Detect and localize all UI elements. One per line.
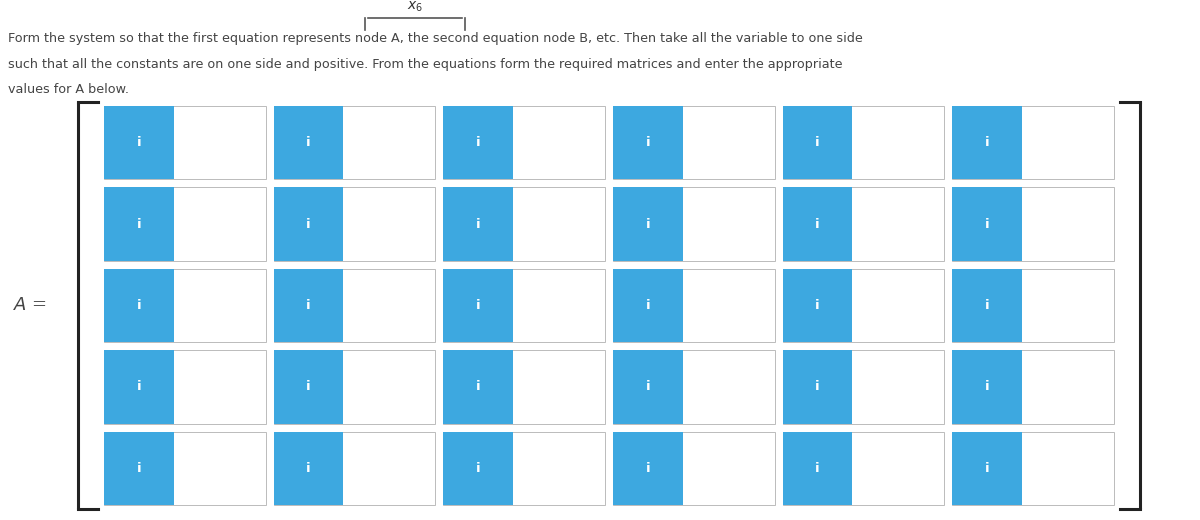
Bar <box>274 350 343 424</box>
Bar <box>104 350 265 424</box>
Text: i: i <box>985 381 990 394</box>
Text: i: i <box>646 299 650 312</box>
Bar <box>953 432 1022 505</box>
Text: i: i <box>985 299 990 312</box>
Bar <box>613 187 683 261</box>
Bar <box>782 432 852 505</box>
Text: $A$ =: $A$ = <box>13 296 47 315</box>
Bar <box>274 432 343 505</box>
Bar <box>613 106 775 179</box>
Bar <box>274 432 436 505</box>
Text: i: i <box>476 462 480 475</box>
Text: i: i <box>306 217 311 230</box>
Text: i: i <box>646 462 650 475</box>
Bar <box>274 269 436 342</box>
Bar <box>613 269 683 342</box>
Bar <box>782 187 852 261</box>
Bar <box>274 106 343 179</box>
Bar <box>953 106 1022 179</box>
Text: i: i <box>985 462 990 475</box>
Bar <box>443 106 514 179</box>
Text: i: i <box>137 462 142 475</box>
Bar <box>613 350 683 424</box>
Text: i: i <box>137 381 142 394</box>
Text: i: i <box>985 217 990 230</box>
Bar <box>104 187 174 261</box>
Text: i: i <box>306 381 311 394</box>
Bar <box>953 350 1114 424</box>
Bar <box>443 106 605 179</box>
Text: i: i <box>815 299 820 312</box>
Bar <box>443 432 605 505</box>
Text: i: i <box>815 381 820 394</box>
Bar <box>274 187 436 261</box>
Text: i: i <box>306 299 311 312</box>
Bar <box>104 350 174 424</box>
Text: i: i <box>815 462 820 475</box>
Text: i: i <box>476 217 480 230</box>
Text: i: i <box>646 381 650 394</box>
Bar <box>953 269 1022 342</box>
Text: i: i <box>815 217 820 230</box>
Bar <box>613 432 775 505</box>
Text: i: i <box>815 136 820 149</box>
Bar <box>104 187 265 261</box>
Text: i: i <box>137 217 142 230</box>
Bar <box>953 269 1114 342</box>
Bar <box>613 187 775 261</box>
Bar <box>613 269 775 342</box>
Bar <box>443 432 514 505</box>
Text: i: i <box>646 136 650 149</box>
Bar <box>953 187 1022 261</box>
Text: i: i <box>476 136 480 149</box>
Bar <box>782 269 944 342</box>
Bar <box>953 187 1114 261</box>
Bar <box>104 106 174 179</box>
Bar <box>782 432 944 505</box>
Bar <box>443 269 514 342</box>
Bar <box>443 269 605 342</box>
Text: values for ​A​ below.: values for ​A​ below. <box>8 83 130 96</box>
Bar <box>443 350 605 424</box>
Text: i: i <box>476 381 480 394</box>
Bar <box>274 106 436 179</box>
Bar <box>443 187 605 261</box>
Bar <box>782 350 852 424</box>
Text: i: i <box>985 136 990 149</box>
Bar <box>953 350 1022 424</box>
Text: such that all the constants are on one side and positive. From the equations for: such that all the constants are on one s… <box>8 58 842 71</box>
Text: $x_6$: $x_6$ <box>407 0 424 14</box>
Bar <box>782 106 852 179</box>
Bar <box>104 106 265 179</box>
Bar <box>782 269 852 342</box>
Bar <box>613 106 683 179</box>
Bar <box>274 350 436 424</box>
Bar <box>104 432 265 505</box>
Text: i: i <box>646 217 650 230</box>
Text: i: i <box>306 462 311 475</box>
Bar <box>953 106 1114 179</box>
Text: i: i <box>137 136 142 149</box>
Bar <box>104 432 174 505</box>
Bar <box>613 350 775 424</box>
Text: i: i <box>476 299 480 312</box>
Bar <box>104 269 265 342</box>
Bar <box>782 350 944 424</box>
Bar <box>613 432 683 505</box>
Bar <box>443 187 514 261</box>
Text: Form the system so that the first equation represents node ​A​, the second equat: Form the system so that the first equati… <box>8 32 863 45</box>
Bar <box>782 187 944 261</box>
Bar <box>782 106 944 179</box>
Bar <box>274 269 343 342</box>
Text: i: i <box>137 299 142 312</box>
Bar <box>104 269 174 342</box>
Text: i: i <box>306 136 311 149</box>
Bar <box>953 432 1114 505</box>
Bar <box>443 350 514 424</box>
Bar <box>274 187 343 261</box>
